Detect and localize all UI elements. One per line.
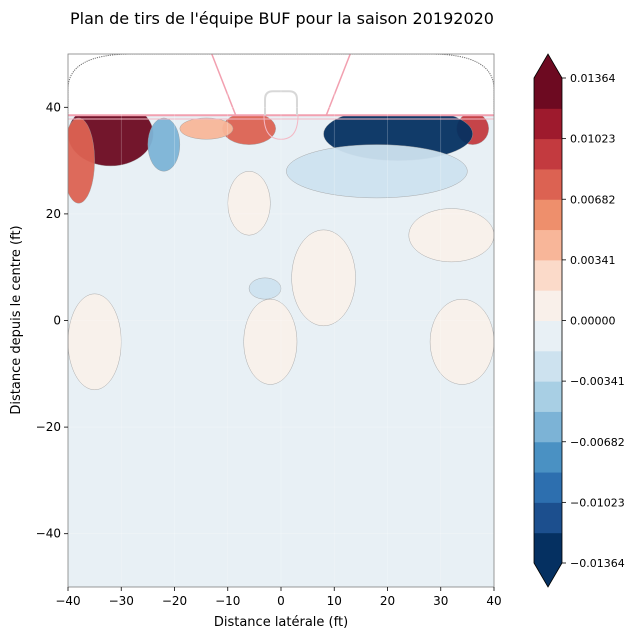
grid-lines: [68, 54, 494, 587]
colorbar-tick-label: 0.00000: [570, 315, 616, 328]
trapezoid-right: [325, 54, 351, 116]
colorbar-tick-label: 0.01364: [570, 72, 616, 85]
colorbar-extend-bottom: [534, 563, 562, 587]
colorbar-level: [534, 320, 562, 352]
colorbar-level: [534, 168, 562, 200]
colorbar-level: [534, 532, 562, 564]
x-axis-label: Distance latérale (ft): [214, 615, 348, 630]
colorbar-tick-label: −0.00341: [570, 375, 625, 388]
heat-region-warm-blob-center: [291, 229, 356, 327]
colorbar-level: [534, 78, 562, 109]
colorbar: [533, 53, 563, 588]
x-tick-label: 10: [327, 594, 342, 608]
heat-region-warm-blob-left: [227, 171, 271, 236]
colorbar-level: [534, 138, 562, 170]
heat-region-cool-left-slot: [147, 117, 181, 172]
x-tick-label: −40: [55, 594, 80, 608]
colorbar-extend-top: [534, 54, 562, 78]
colorbar-level: [534, 229, 562, 261]
heat-region-cool-right-band: [286, 144, 468, 199]
x-tick-label: −20: [162, 594, 187, 608]
colorbar-tick-label: −0.01364: [570, 557, 625, 570]
y-tick-label: 40: [46, 100, 61, 114]
trapezoid-left: [211, 54, 237, 116]
colorbar-tick-label: 0.01023: [570, 133, 616, 146]
colorbar-tick-label: −0.01023: [570, 496, 625, 509]
heat-region-warm-blob-lower-right: [429, 298, 494, 385]
colorbar-level: [534, 199, 562, 231]
y-axis-label: Distance depuis le centre (ft): [9, 225, 24, 414]
colorbar-ticks: 0.01364 0.01023 0.00682 0.00341 0.00000 −0.00…: [562, 72, 625, 570]
y-tick-label: 0: [53, 314, 61, 328]
colorbar-level: [534, 350, 562, 382]
rink-boards: [68, 54, 494, 116]
heat-region-warm-left-edge: [68, 117, 95, 204]
colorbar-tick-label: −0.00682: [570, 436, 625, 449]
x-tick-label: 0: [277, 594, 285, 608]
heat-region-warm-blob-lower-left: [68, 293, 122, 390]
colorbar-level: [534, 411, 562, 443]
goal-crease: [263, 115, 299, 140]
y-tick-label: −20: [36, 420, 61, 434]
colorbar-level: [534, 381, 562, 412]
colorbar-level: [534, 108, 562, 140]
colorbar-level: [534, 502, 562, 534]
goal-net: [264, 90, 298, 116]
colorbar-level: [534, 290, 562, 321]
x-tick-label: 20: [380, 594, 395, 608]
heat-regions: [68, 101, 494, 390]
rink-overlay: [68, 54, 494, 140]
colorbar-level: [534, 472, 562, 503]
x-axis-ticks: −40 −30 −20 −10 0 10 20 30 40: [55, 587, 502, 608]
heat-region-warm-blob-lower-mid: [243, 298, 298, 385]
plot-area: [68, 54, 494, 587]
colorbar-tick-label: 0.00341: [570, 254, 616, 267]
colorbar-tick-label: 0.00682: [570, 193, 616, 206]
y-axis-ticks: 40 20 0 −20 −40: [36, 100, 68, 541]
heat-region-cool-blob-mid: [248, 277, 282, 300]
y-tick-label: −40: [36, 527, 61, 541]
x-tick-label: −10: [215, 594, 240, 608]
x-tick-label: 30: [433, 594, 448, 608]
x-tick-label: 40: [486, 594, 501, 608]
heat-region-warm-left-mid: [179, 117, 234, 140]
rink-end-zone: [68, 54, 494, 116]
colorbar-level: [534, 259, 562, 291]
x-tick-label: −30: [109, 594, 134, 608]
colorbar-level: [534, 441, 562, 473]
chart-title: Plan de tirs de l'équipe BUF pour la sai…: [70, 9, 494, 28]
y-tick-label: 20: [46, 207, 61, 221]
heat-region-warm-blob-right: [408, 208, 494, 263]
